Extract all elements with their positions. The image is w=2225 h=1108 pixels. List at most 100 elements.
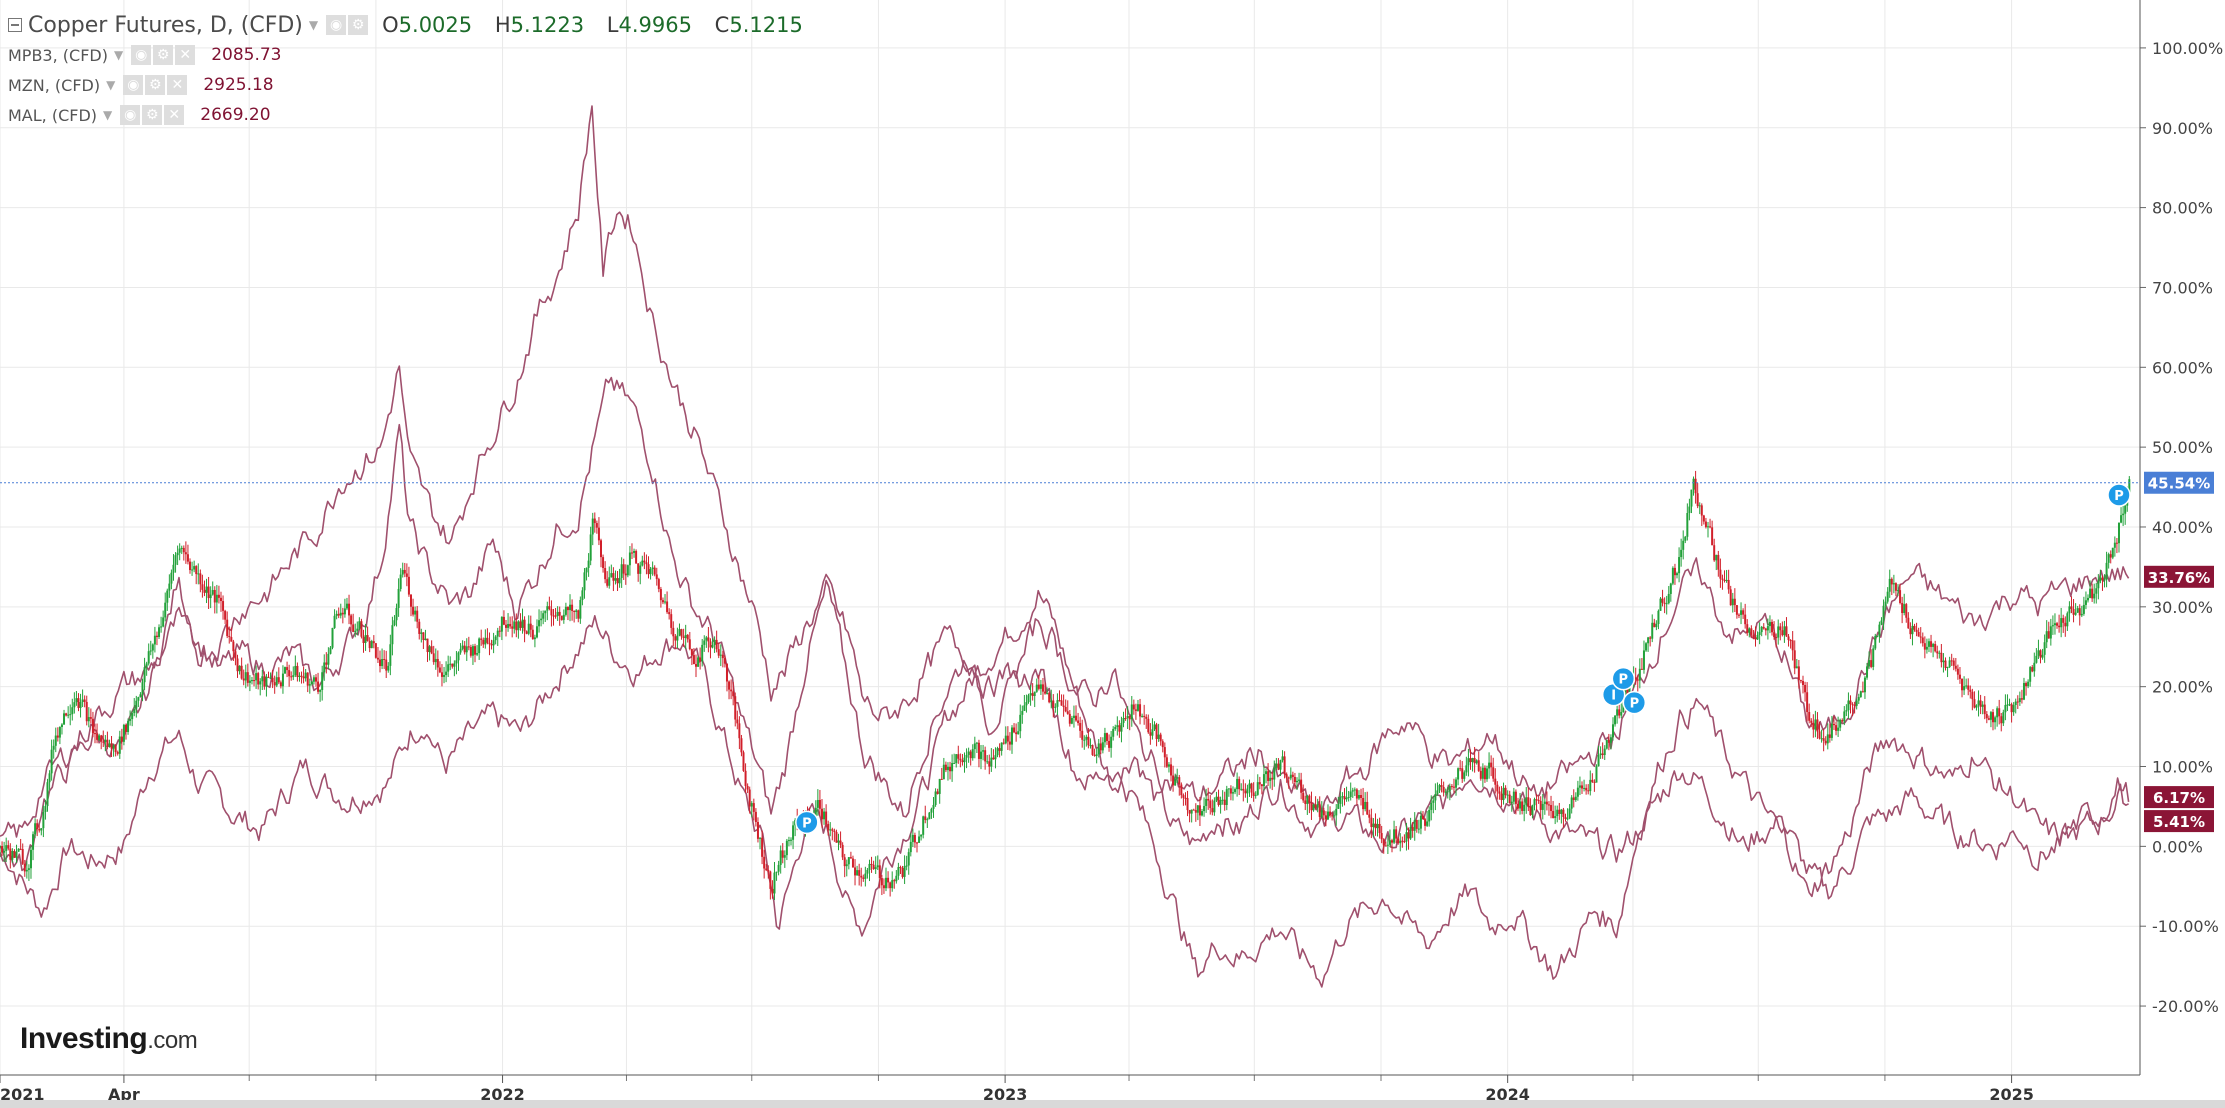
chevron-down-icon[interactable]: ▼ [103,108,113,122]
candle-body [1000,742,1003,751]
candle-body [1733,598,1736,606]
candle-body [1711,527,1714,546]
candle-body [577,610,580,619]
candle-body [1081,730,1084,740]
candle-body [89,717,92,719]
candle-body [686,634,689,640]
close-icon[interactable]: ✕ [175,45,196,65]
candle-body [403,569,406,574]
candle-body [816,799,819,808]
event-marker[interactable] [795,810,819,835]
candle-body [920,834,923,837]
candle-body [1184,797,1187,799]
event-marker-label: P [802,816,812,831]
candle-body [1190,809,1193,814]
candle-body [286,667,289,671]
event-marker[interactable] [2107,483,2131,507]
event-marker[interactable] [1611,666,1636,691]
candle-body [63,713,66,725]
overlay-symbol[interactable]: MAL, (CFD) [8,105,98,125]
candle-body [412,606,415,615]
candle-body [684,634,687,638]
candle-body [1717,554,1720,570]
visibility-icon[interactable]: ◉ [131,45,152,65]
gear-icon[interactable]: ⚙ [348,15,369,35]
gear-icon[interactable]: ⚙ [153,45,174,65]
candle-body [690,649,693,656]
candle-body [261,676,264,682]
candle-body [2016,701,2019,703]
candle-body [1217,796,1220,805]
candle-body [1010,727,1013,745]
candle-body [1543,801,1546,804]
collapse-icon[interactable] [8,18,22,32]
candle-body [1971,691,1974,700]
candle-body [1415,819,1418,829]
candle-body [891,880,894,889]
candle-body [670,614,673,628]
candle-body [1550,805,1553,811]
candle-body [779,850,782,865]
close-icon[interactable]: ✕ [164,105,185,125]
candle-body [889,882,892,889]
candle-body [1200,811,1203,816]
candle-body [1405,832,1408,842]
candle-body [1841,720,1844,722]
candle-body [118,736,121,754]
candle-body [366,635,369,641]
low-label: L [606,13,619,37]
candle-body [1221,799,1224,801]
candle-body [531,629,534,640]
candle-body [913,834,916,843]
candle-body [1250,783,1253,793]
candle-body [1378,823,1381,834]
candle-body [1930,641,1933,647]
candle-body [1853,704,1856,706]
candle-body [829,829,832,831]
candle-body [436,658,439,668]
candle-body [480,638,483,640]
overlay-symbol[interactable]: MPB3, (CFD) [8,45,108,65]
close-icon[interactable]: ✕ [167,75,188,95]
gear-icon[interactable]: ⚙ [145,75,166,95]
candle-body [44,806,47,812]
candle-body [635,550,638,564]
candle-body [1638,668,1641,681]
candle-body [271,677,274,683]
candle-body [1521,801,1524,811]
candle-body [1636,679,1639,681]
candle-body [1785,626,1788,637]
overlay-symbol[interactable]: MZN, (CFD) [8,75,101,95]
candle-body [2006,704,2009,706]
event-marker[interactable] [1622,690,1647,715]
candle-body [372,641,375,644]
y-tick-label: 30.00% [2152,598,2213,617]
visibility-icon[interactable]: ◉ [120,105,141,125]
candle-body [1659,598,1662,611]
candle-body [1519,801,1522,809]
candle-body [1337,803,1340,809]
gear-icon[interactable]: ⚙ [142,105,163,125]
candle-body [2041,654,2044,658]
candle-body [1108,740,1111,748]
chevron-down-icon[interactable]: ▼ [106,78,116,92]
chevron-down-icon[interactable]: ▼ [308,18,319,32]
candle-body [1017,731,1020,735]
candle-body [1651,622,1654,639]
instrument-title[interactable]: Copper Futures, D, (CFD) [28,12,303,38]
candle-body [312,677,315,682]
candle-body [160,626,163,628]
candle-body [1252,792,1255,796]
candle-body [1779,626,1782,631]
candle-body [48,773,51,783]
visibility-icon[interactable]: ◉ [326,15,347,35]
chevron-down-icon[interactable]: ▼ [113,48,124,62]
candle-body [50,749,53,774]
candle-body [742,752,745,771]
candle-body [1459,768,1462,770]
candle-body [969,751,972,759]
visibility-icon[interactable]: ◉ [123,75,144,95]
